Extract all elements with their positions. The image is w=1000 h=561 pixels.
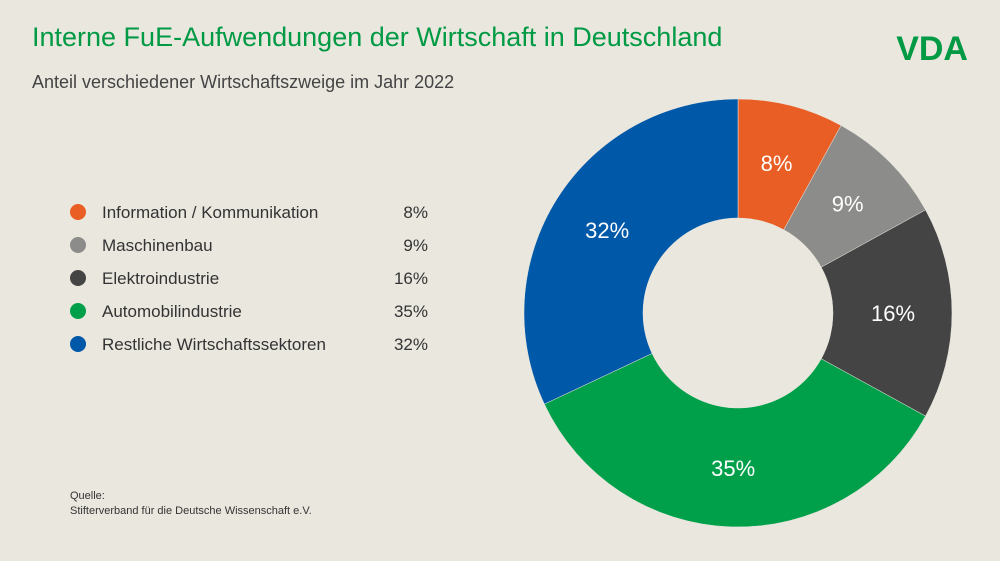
logo: VDA (896, 30, 968, 68)
legend-value: 35% (394, 302, 428, 321)
chart-subtitle: Anteil verschiedener Wirtschaftszweige i… (32, 72, 454, 92)
donut-segment (820, 209, 953, 417)
source-label: Quelle: (70, 490, 105, 502)
legend-label: Elektroindustrie (102, 269, 219, 288)
legend-marker (70, 237, 86, 253)
donut-segment (523, 98, 739, 405)
data-label: 32% (585, 218, 629, 243)
legend-value: 32% (394, 335, 428, 354)
legend-value: 8% (403, 203, 428, 222)
data-label: 9% (832, 191, 864, 216)
legend-marker (70, 270, 86, 286)
legend-label: Maschinenbau (102, 236, 213, 255)
legend-value: 16% (394, 269, 428, 288)
legend-marker (70, 336, 86, 352)
chart-title: Interne FuE-Aufwendungen der Wirtschaft … (32, 22, 722, 52)
data-label: 35% (711, 456, 755, 481)
legend-marker (70, 303, 86, 319)
legend-marker (70, 204, 86, 220)
legend-label: Automobilindustrie (102, 302, 242, 321)
data-label: 8% (761, 151, 793, 176)
legend-label: Information / Kommunikation (102, 203, 318, 222)
donut-segment (544, 353, 926, 528)
source: Stifterverband für die Deutsche Wissensc… (70, 505, 312, 517)
legend-label: Restliche Wirtschaftssektoren (102, 335, 326, 354)
legend-value: 9% (403, 236, 428, 255)
data-label: 16% (871, 301, 915, 326)
